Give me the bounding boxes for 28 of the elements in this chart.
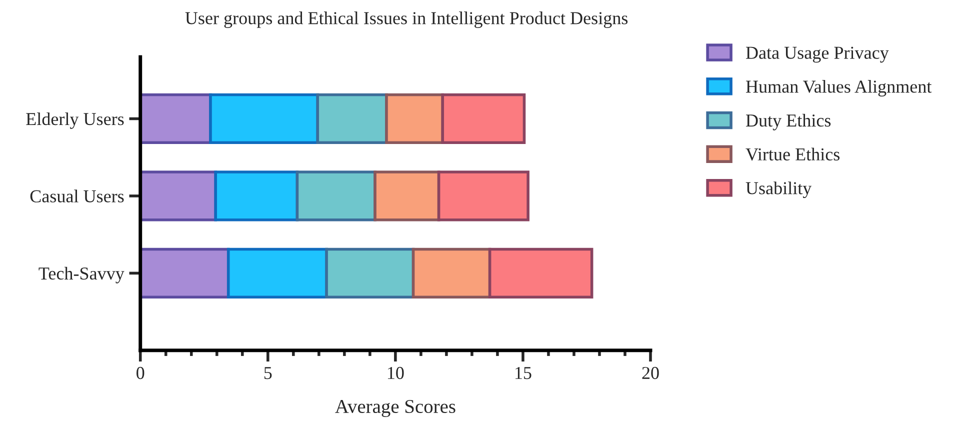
bar <box>412 248 492 299</box>
bar <box>316 93 388 144</box>
x-tick-label: 0 <box>136 366 144 380</box>
bar <box>140 248 230 299</box>
chart-title: User groups and Ethical Issues in Intelligent Product Designs <box>185 12 628 28</box>
legend-label: Human Values Alignment <box>746 80 932 96</box>
bar <box>140 170 217 222</box>
bar <box>437 170 530 222</box>
y-tick-label: Tech-Savvy <box>38 266 124 284</box>
legend-label: Data Usage Privacy <box>746 46 889 63</box>
x-tick-label: 10 <box>388 366 404 380</box>
y-tick-label: Elderly Users <box>26 112 124 129</box>
bar <box>296 170 376 222</box>
bar <box>214 170 299 222</box>
legend-label: Duty Ethics <box>746 114 831 130</box>
bar <box>226 248 328 299</box>
bar <box>488 248 594 299</box>
y-tick-label: Casual Users <box>30 190 124 202</box>
bar <box>140 93 212 144</box>
x-tick-label: 5 <box>264 367 272 380</box>
bar <box>325 248 415 299</box>
x-tick-label: 20 <box>642 366 659 380</box>
bar <box>441 93 526 144</box>
x-tick-label: 15 <box>516 366 532 380</box>
legend-label: Virtue Ethics <box>746 148 840 161</box>
bar <box>374 170 440 222</box>
x-axis-title: Average Scores <box>335 400 456 418</box>
legend-label: Usability <box>746 182 812 198</box>
